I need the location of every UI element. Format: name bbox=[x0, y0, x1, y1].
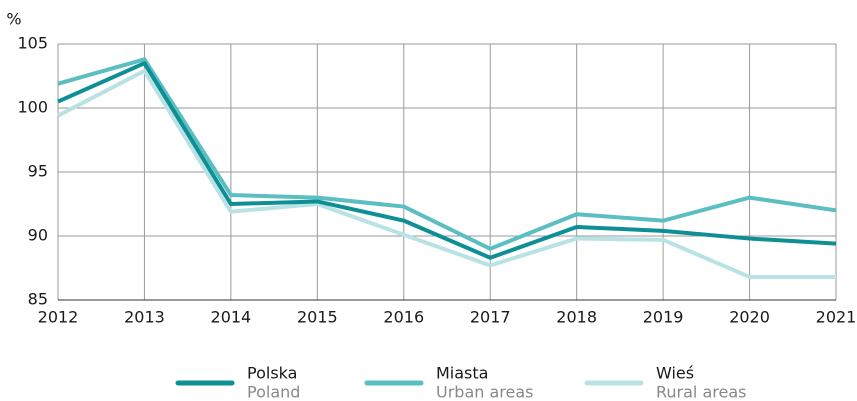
y-tick-label: 100 bbox=[17, 98, 48, 117]
legend-label-en: Rural areas bbox=[656, 383, 746, 401]
x-tick-label: 2014 bbox=[211, 308, 252, 327]
x-tick-label: 2015 bbox=[297, 308, 338, 327]
y-tick-label: 85 bbox=[28, 290, 48, 309]
x-tick-label: 2018 bbox=[556, 308, 597, 327]
series-line bbox=[57, 61, 837, 260]
x-tick-label: 2016 bbox=[383, 308, 424, 327]
y-axis-label: % bbox=[6, 10, 21, 29]
x-tick-label: 2017 bbox=[470, 308, 511, 327]
legend-label: Wieś bbox=[656, 364, 694, 383]
y-tick-label: 105 bbox=[17, 34, 48, 53]
legend-label: Miasta bbox=[436, 364, 488, 383]
x-tick-label: 2021 bbox=[816, 308, 857, 327]
legend-label-en: Poland bbox=[247, 383, 300, 401]
x-tick-label: 2012 bbox=[38, 308, 79, 327]
x-tick-label: 2013 bbox=[124, 308, 165, 327]
legend-label-en: Urban areas bbox=[436, 383, 534, 401]
y-tick-label: 95 bbox=[28, 162, 48, 181]
x-tick-label: 2020 bbox=[729, 308, 770, 327]
legend-label: Polska bbox=[247, 364, 297, 383]
y-tick-label: 90 bbox=[28, 226, 48, 245]
series-line bbox=[57, 68, 836, 279]
x-tick-label: 2019 bbox=[643, 308, 684, 327]
series-line bbox=[57, 57, 837, 251]
